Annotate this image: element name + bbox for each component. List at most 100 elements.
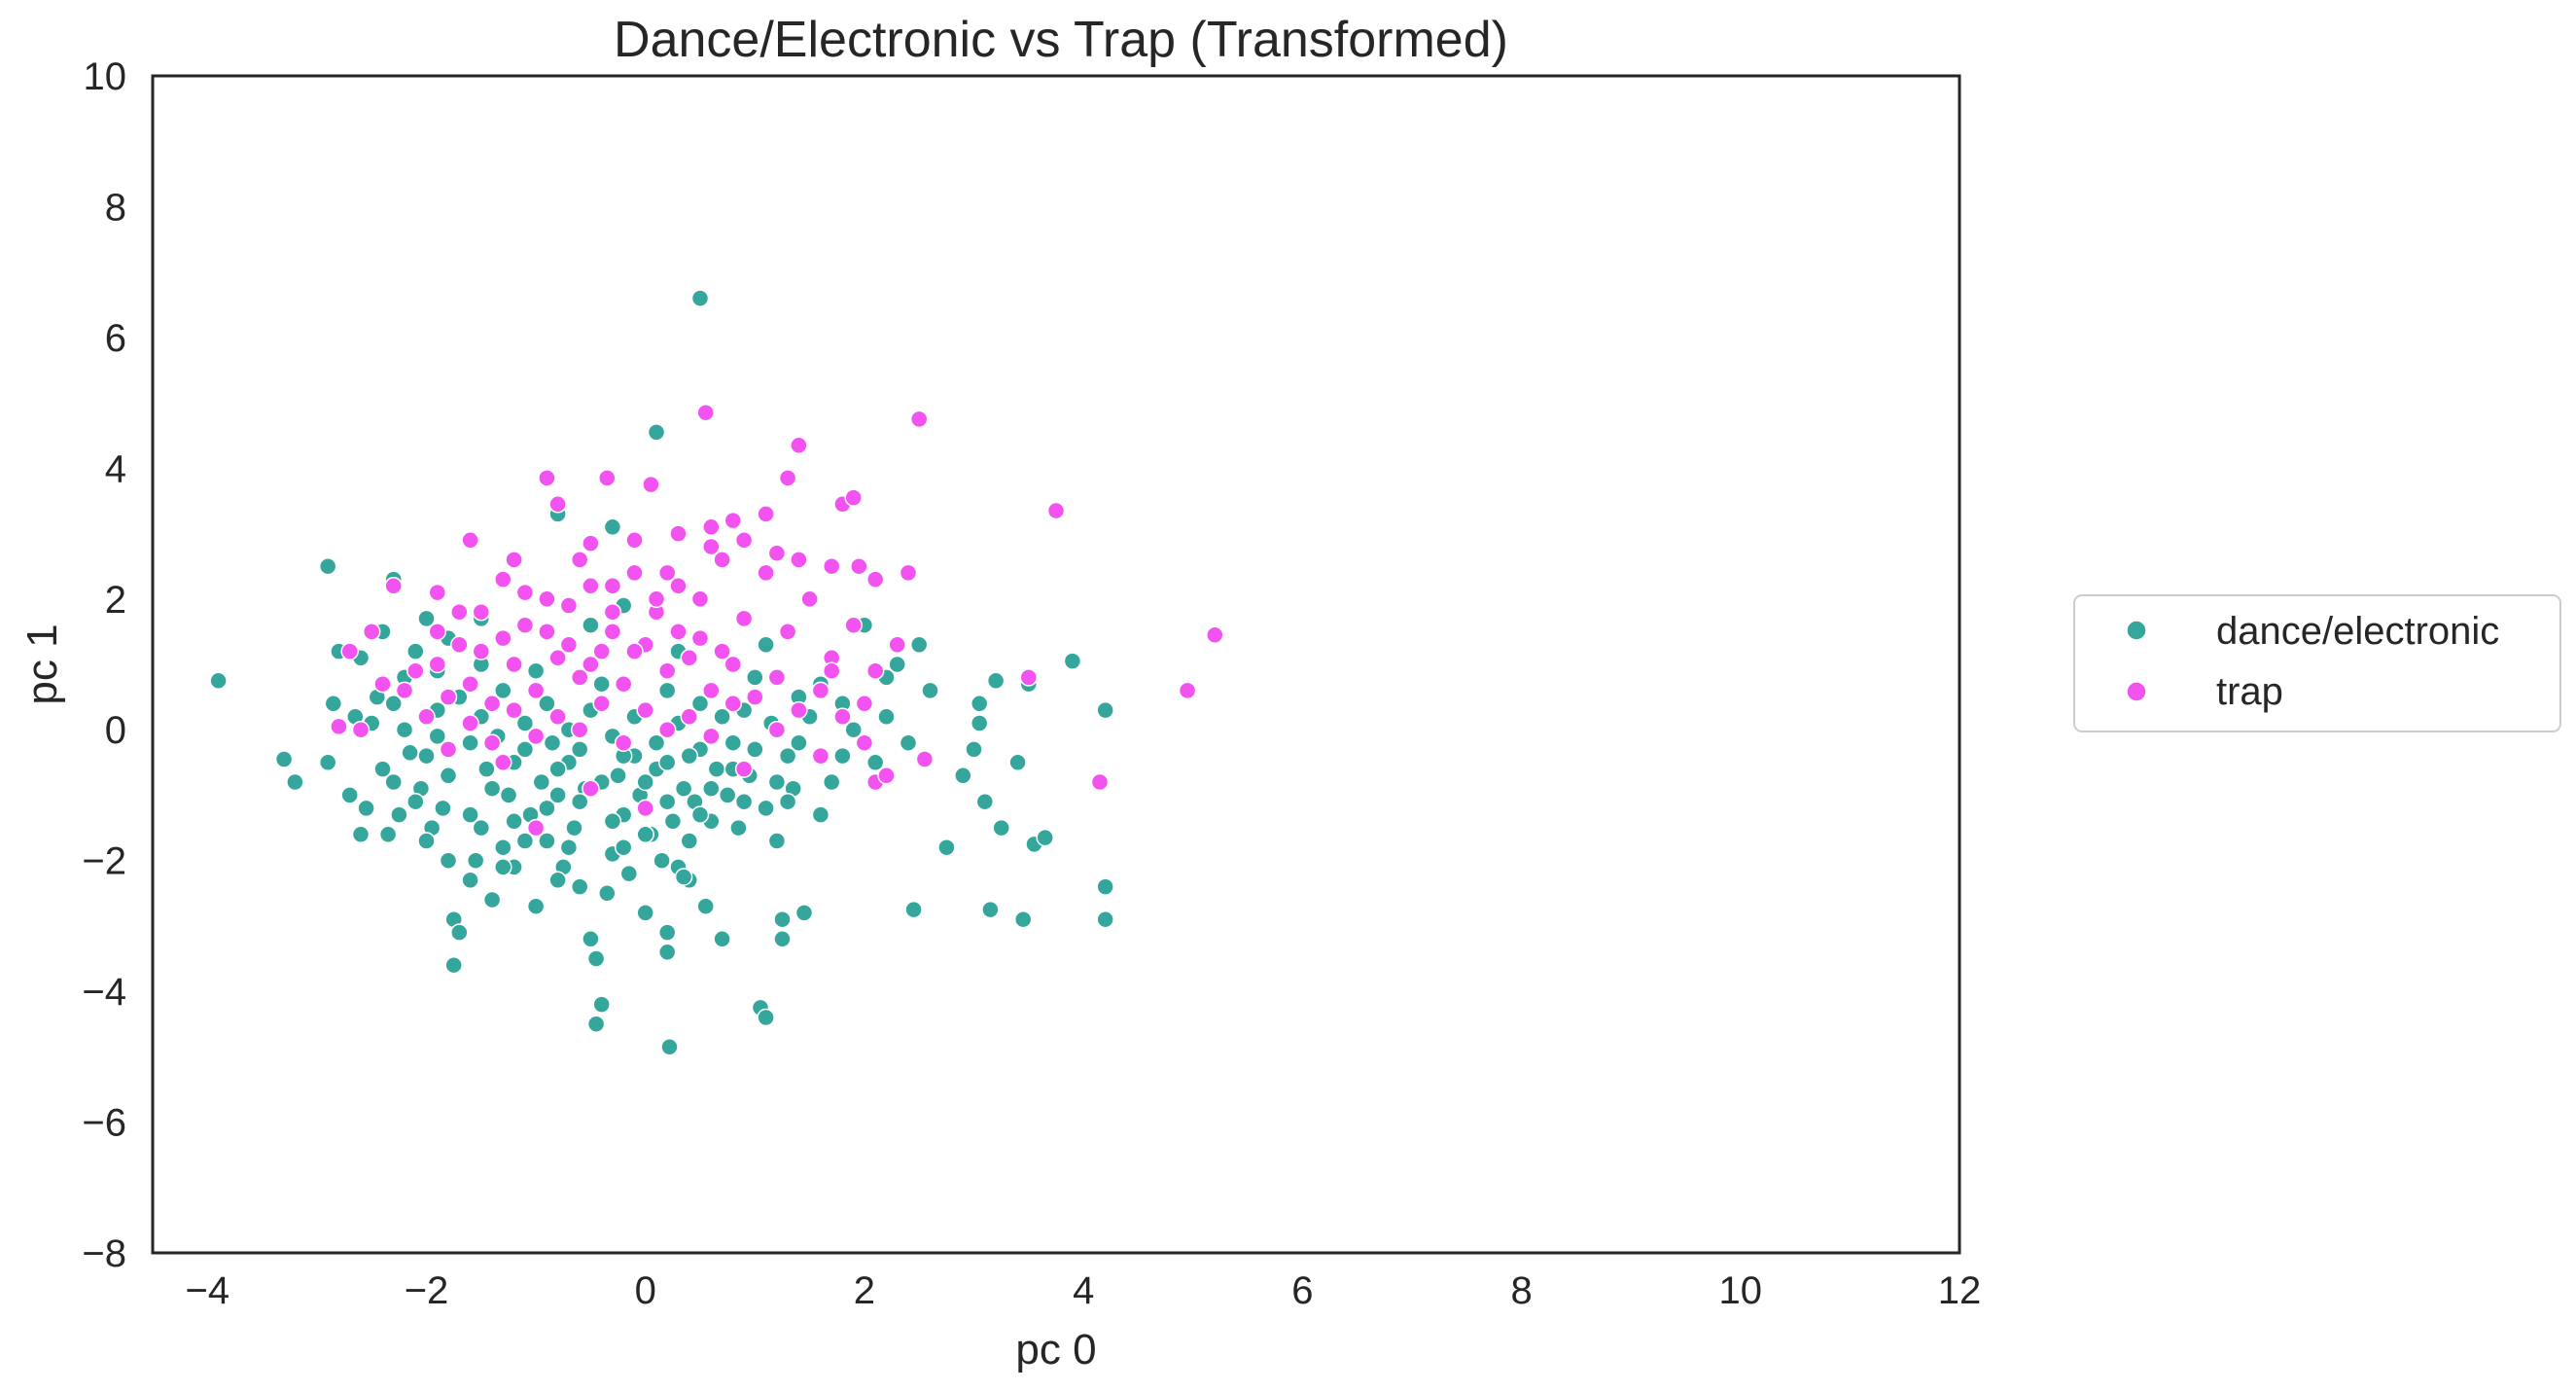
point-dance-electronic bbox=[899, 733, 918, 752]
point-trap bbox=[450, 602, 469, 622]
point-dance-electronic bbox=[757, 1008, 775, 1027]
point-dance-electronic bbox=[965, 740, 983, 759]
point-trap bbox=[767, 668, 787, 687]
y-tick-label: 4 bbox=[105, 447, 126, 490]
point-dance-electronic bbox=[937, 838, 956, 857]
point-dance-electronic bbox=[494, 858, 512, 876]
point-trap bbox=[850, 556, 868, 576]
point-dance-electronic bbox=[477, 760, 496, 778]
point-trap bbox=[505, 655, 523, 674]
point-dance-electronic bbox=[992, 818, 1010, 838]
point-trap bbox=[494, 753, 512, 772]
point-dance-electronic bbox=[614, 838, 633, 857]
point-dance-electronic bbox=[713, 930, 731, 948]
point-trap bbox=[570, 668, 589, 687]
point-trap bbox=[811, 746, 830, 766]
point-dance-electronic bbox=[461, 805, 479, 824]
point-dance-electronic bbox=[757, 635, 775, 655]
point-trap bbox=[757, 563, 775, 583]
point-dance-electronic bbox=[548, 786, 567, 804]
point-trap bbox=[713, 642, 731, 660]
point-dance-electronic bbox=[909, 635, 929, 655]
point-trap bbox=[428, 655, 447, 674]
point-trap bbox=[625, 531, 644, 550]
point-trap bbox=[406, 661, 425, 680]
point-dance-electronic bbox=[494, 838, 512, 857]
x-tick-label: 8 bbox=[1510, 1269, 1532, 1312]
point-dance-electronic bbox=[428, 727, 447, 746]
point-dance-electronic bbox=[401, 743, 419, 763]
point-trap bbox=[915, 750, 935, 768]
point-dance-electronic bbox=[904, 900, 923, 919]
point-trap bbox=[461, 531, 479, 550]
point-dance-electronic bbox=[357, 799, 375, 818]
point-dance-electronic bbox=[794, 904, 814, 922]
legend-label-trap: trap bbox=[2216, 670, 2283, 713]
point-trap bbox=[598, 469, 617, 487]
point-trap bbox=[582, 779, 600, 798]
point-trap bbox=[855, 695, 874, 713]
point-trap bbox=[723, 695, 743, 713]
point-trap bbox=[1046, 501, 1066, 520]
x-axis-label: pc 0 bbox=[1015, 1326, 1096, 1373]
point-trap bbox=[746, 688, 764, 706]
point-dance-electronic bbox=[674, 779, 693, 798]
point-dance-electronic bbox=[746, 668, 764, 687]
legend: dance/electronic trap bbox=[2073, 594, 2561, 732]
point-trap bbox=[570, 720, 589, 739]
point-dance-electronic bbox=[674, 868, 693, 886]
point-trap bbox=[702, 681, 721, 700]
point-dance-electronic bbox=[970, 695, 989, 713]
point-dance-electronic bbox=[636, 772, 654, 792]
point-dance-electronic bbox=[609, 767, 627, 785]
point-trap bbox=[822, 661, 841, 680]
point-trap bbox=[680, 649, 699, 667]
point-dance-electronic bbox=[757, 799, 775, 818]
point-trap bbox=[636, 700, 654, 720]
plot-frame bbox=[151, 74, 1961, 1255]
point-dance-electronic bbox=[450, 923, 469, 942]
point-trap bbox=[526, 681, 546, 700]
point-trap bbox=[548, 495, 567, 514]
x-tick-label: −2 bbox=[405, 1269, 449, 1312]
point-trap bbox=[515, 616, 535, 634]
y-tick-label: −8 bbox=[82, 1232, 126, 1275]
point-dance-electronic bbox=[833, 746, 852, 766]
point-trap bbox=[790, 551, 808, 569]
point-dance-electronic bbox=[865, 753, 885, 772]
point-trap bbox=[505, 551, 523, 569]
point-dance-electronic bbox=[526, 897, 546, 915]
point-trap bbox=[582, 655, 600, 674]
point-trap bbox=[669, 524, 688, 543]
point-dance-electronic bbox=[653, 851, 671, 870]
point-dance-electronic bbox=[548, 871, 567, 890]
point-dance-electronic bbox=[548, 760, 567, 778]
point-dance-electronic bbox=[538, 832, 556, 850]
x-tick-label: 4 bbox=[1073, 1269, 1094, 1312]
point-trap bbox=[865, 570, 885, 588]
point-trap bbox=[690, 628, 710, 648]
point-trap bbox=[559, 635, 579, 655]
point-dance-electronic bbox=[981, 900, 1000, 919]
point-trap bbox=[461, 674, 479, 694]
point-dance-electronic bbox=[395, 720, 414, 739]
point-trap bbox=[844, 488, 863, 507]
point-dance-electronic bbox=[559, 838, 579, 857]
point-dance-electronic bbox=[439, 851, 458, 870]
x-tick-label: 0 bbox=[635, 1269, 656, 1312]
point-dance-electronic bbox=[592, 995, 611, 1014]
point-dance-electronic bbox=[582, 930, 600, 948]
point-dance-electronic bbox=[570, 792, 589, 811]
point-trap bbox=[526, 818, 546, 838]
point-trap bbox=[713, 551, 731, 569]
point-dance-electronic bbox=[888, 655, 906, 674]
y-tick-label: 6 bbox=[105, 317, 126, 360]
x-tick-label: 10 bbox=[1719, 1269, 1763, 1312]
point-trap bbox=[494, 570, 512, 588]
point-dance-electronic bbox=[844, 720, 863, 739]
y-tick-label: 8 bbox=[105, 186, 126, 229]
point-trap bbox=[482, 733, 502, 752]
point-dance-electronic bbox=[767, 772, 787, 792]
point-dance-electronic bbox=[877, 707, 896, 727]
